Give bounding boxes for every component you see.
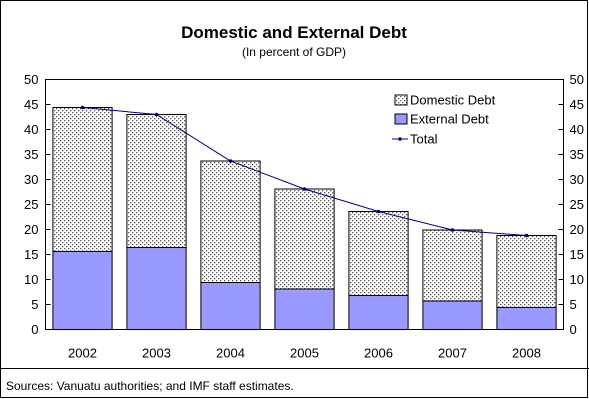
left-tick-label: 40 [24,122,38,137]
left-tick-label: 15 [24,247,38,262]
bar-domestic-2004 [200,160,261,283]
bar-external-2007 [422,300,483,330]
left-axis: 0 5 10 15 20 25 30 35 40 45 50 [24,72,51,337]
bar-domestic-2002 [52,107,113,252]
point-total-2006 [376,209,381,214]
bar-domestic-2005 [274,188,335,290]
point-total-2007 [450,228,455,232]
chart-subtitle: (In percent of GDP) [242,45,346,59]
right-tick-label: 35 [570,147,584,162]
x-axis: 2002 2003 2004 2005 2006 2007 2008 [68,346,541,361]
right-tick-label: 5 [570,297,577,312]
x-tick-label: 2008 [512,346,541,361]
x-tick-label: 2002 [68,346,97,361]
point-total-2002 [80,105,85,110]
point-total-2003 [154,112,159,117]
bar-external-2002 [52,251,113,330]
legend-swatch-domestic [394,94,408,106]
bar-external-2008 [496,307,557,330]
x-tick-label: 2005 [290,346,319,361]
bars-group [52,107,557,330]
legend-label-external: External Debt [410,112,489,127]
right-tick-label: 20 [570,222,584,237]
bar-external-2005 [274,288,335,330]
bar-external-2006 [348,295,409,330]
right-tick-label: 40 [570,122,584,137]
right-tick-label: 45 [570,97,584,112]
x-tick-label: 2004 [216,346,245,361]
bar-external-2004 [200,282,261,330]
left-tick-label: 45 [24,97,38,112]
right-axis: 0 5 10 15 20 25 30 35 40 45 50 [558,72,584,337]
legend-label-total: Total [410,132,438,147]
x-tick-label: 2003 [142,346,171,361]
x-tick-label: 2007 [438,346,467,361]
bar-external-2003 [126,247,187,330]
point-total-2004 [228,159,233,163]
source-note: Sources: Vanuatu authorities; and IMF st… [6,379,294,393]
right-tick-label: 25 [570,197,584,212]
right-tick-label: 0 [570,322,577,337]
bar-domestic-2003 [126,114,187,248]
left-tick-label: 20 [24,222,38,237]
total-line-group [80,105,529,238]
bar-domestic-2008 [496,235,557,308]
left-tick-label: 50 [24,72,38,87]
bar-domestic-2007 [422,229,483,302]
point-total-2008 [524,233,529,238]
x-tick-label: 2006 [364,346,393,361]
right-tick-label: 50 [570,72,584,87]
legend-label-domestic: Domestic Debt [410,93,496,108]
left-tick-label: 10 [24,272,38,287]
bar-domestic-2006 [348,211,409,296]
chart-title: Domestic and External Debt [181,23,407,42]
left-tick-label: 30 [24,172,38,187]
legend-swatch-external [394,113,408,125]
right-tick-label: 10 [570,272,584,287]
left-tick-label: 5 [31,297,38,312]
left-tick-label: 0 [31,322,38,337]
point-total-2005 [302,187,307,191]
legend: Domestic Debt External Debt Total [392,93,496,147]
left-tick-label: 25 [24,197,38,212]
right-tick-label: 30 [570,172,584,187]
legend-marker-total [398,137,402,141]
left-tick-label: 35 [24,147,38,162]
right-tick-label: 15 [570,247,584,262]
